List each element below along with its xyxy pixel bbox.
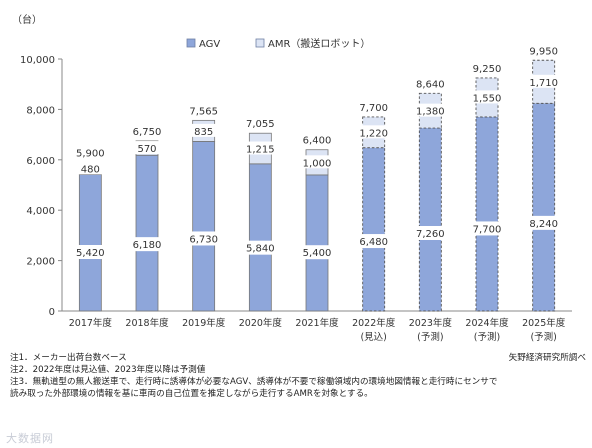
legend-swatch: [255, 38, 265, 48]
bar-amr-value-label: 1,550: [473, 93, 502, 104]
bar-agv: [78, 174, 102, 312]
bar-agv: [418, 127, 442, 312]
bar-amr-label-bg: [358, 125, 389, 139]
x-category-label: 2025年度: [522, 317, 566, 329]
bar-amr-value-label: 1,710: [529, 78, 558, 89]
bar-agv-value-label: 6,480: [359, 237, 388, 248]
x-category-sublabel: (見込): [360, 332, 386, 343]
bar-agv-label-bg: [412, 225, 449, 240]
bar-amr-label-bg: [415, 103, 446, 117]
y-tick-label: 2,000: [26, 257, 55, 268]
bar-amr-label-bg: [132, 141, 162, 155]
bar-total-label: 5,900: [76, 148, 105, 159]
bar-agv-label-bg: [242, 240, 279, 255]
bar-amr-value-label: 570: [137, 144, 156, 155]
bar-amr-label-bg: [302, 155, 332, 169]
bar-amr-value-label: 1,220: [359, 128, 388, 139]
y-tick-label: 10,000: [20, 55, 55, 66]
bar-agv-label-bg: [469, 221, 505, 236]
x-category-sublabel: (予測): [417, 331, 443, 343]
x-category-sublabel: (予測): [474, 331, 500, 343]
bar-amr-label-bg: [245, 141, 276, 155]
x-category-label: 2021年度: [295, 317, 339, 329]
stacked-bar-chart: （台） 0 2,000 4,000 6,000 8,000 10,000 AGV AMR（搬送ロ…: [12, 13, 572, 343]
bar-amr-value-label: 1,215: [246, 145, 275, 156]
y-tick-label: 4,000: [26, 206, 55, 217]
y-tick-label: 0: [49, 307, 55, 318]
legend-label: AMR（搬送ロボット）: [268, 37, 370, 50]
bar-total-label: 7,565: [189, 106, 218, 117]
x-category-sublabel: (予測): [530, 331, 556, 343]
y-tick-label: 6,000: [26, 156, 55, 167]
bar-total-label: 6,750: [133, 127, 162, 138]
bar-agv-label-bg: [299, 245, 335, 260]
bar-amr-value-label: 1,380: [416, 107, 445, 118]
bar-agv-value-label: 5,840: [246, 244, 275, 255]
y-axis-unit-label: （台）: [12, 13, 42, 26]
bar-agv: [248, 163, 272, 312]
bar-total-label: 9,950: [529, 46, 558, 57]
bar-agv-label-bg: [355, 234, 392, 249]
bar-agv-value-label: 5,420: [76, 248, 105, 259]
bar-agv: [135, 154, 159, 312]
chart-notes: 注1．メーカー出荷台数ベース 矢野経済研究所調べ 注2．2022年度は見込値、2…: [10, 352, 586, 400]
x-category-label: 2023年度: [409, 317, 453, 329]
bar-total-label: 7,700: [359, 103, 388, 114]
note-2: 注2．2022年度は見込値、2023年度以降は予測値: [10, 365, 206, 375]
x-category-label: 2019年度: [182, 317, 226, 329]
bar-agv-value-label: 5,400: [303, 248, 332, 259]
legend-label: AGV: [199, 39, 220, 50]
note-3-line-2: 読み取った外部環境の情報を基に車両の自己位置を推定しながら走行するAMRを対象と…: [10, 389, 373, 399]
bar-agv-value-label: 7,260: [416, 229, 445, 240]
bar-amr-value-label: 1,000: [303, 158, 332, 169]
bar-agv: [192, 141, 216, 312]
bar-total-label: 7,055: [246, 119, 275, 130]
bar-agv: [305, 174, 329, 312]
bar-agv-label-bg: [525, 215, 562, 230]
bar-amr-value-label: 480: [81, 164, 100, 175]
bar-agv-label-bg: [129, 237, 165, 252]
note-3-line-1: 注3．無軌道型の無人搬送車で、走行時に誘導体が必要なAGV、誘導体が不要で稼働領…: [10, 377, 498, 387]
bar-agv-value-label: 6,180: [133, 240, 162, 251]
x-category-label: 2018年度: [125, 317, 169, 329]
bar-total-label: 9,250: [473, 64, 502, 75]
bar-amr-label-bg: [188, 123, 219, 137]
bar-total-label: 6,400: [303, 136, 332, 147]
bar-agv-label-bg: [185, 231, 222, 246]
watermark: 大数据网: [6, 432, 54, 445]
x-category-label: 2024年度: [465, 317, 509, 329]
legend-swatch: [186, 38, 196, 48]
bar-agv-label-bg: [72, 245, 109, 260]
bar-agv-value-label: 7,700: [473, 224, 502, 235]
note-1: 注1．メーカー出荷台数ベース: [10, 353, 127, 363]
x-category-label: 2017年度: [69, 317, 113, 329]
bar-total-label: 8,640: [416, 79, 445, 90]
bar-agv: [475, 116, 499, 312]
bar-amr-value-label: 835: [194, 127, 213, 138]
x-category-label: 2020年度: [239, 317, 283, 329]
source-credit: 矢野経済研究所調べ: [508, 353, 586, 363]
bar-agv: [532, 102, 556, 312]
bar-agv: [362, 147, 386, 312]
bar-amr-label-bg: [75, 161, 106, 175]
bar-agv-value-label: 6,730: [189, 234, 218, 245]
bar-amr-label-bg: [528, 74, 559, 88]
x-category-label: 2022年度: [352, 317, 396, 329]
y-tick-label: 8,000: [26, 105, 55, 116]
bar-agv-value-label: 8,240: [529, 219, 558, 230]
bar-amr-label-bg: [472, 90, 502, 104]
